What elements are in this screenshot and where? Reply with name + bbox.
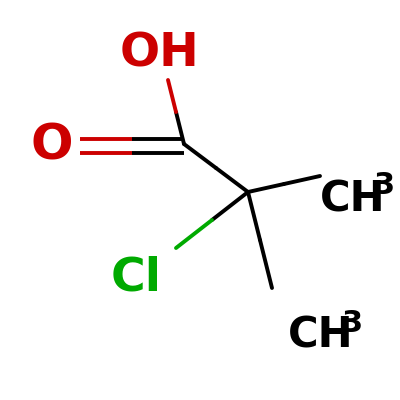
Text: OH: OH <box>120 32 200 76</box>
Text: Cl: Cl <box>110 256 162 300</box>
Text: O: O <box>31 122 73 170</box>
Text: 3: 3 <box>342 310 363 338</box>
Text: CH: CH <box>320 179 386 221</box>
Text: CH: CH <box>288 315 354 357</box>
Text: 3: 3 <box>374 172 395 200</box>
